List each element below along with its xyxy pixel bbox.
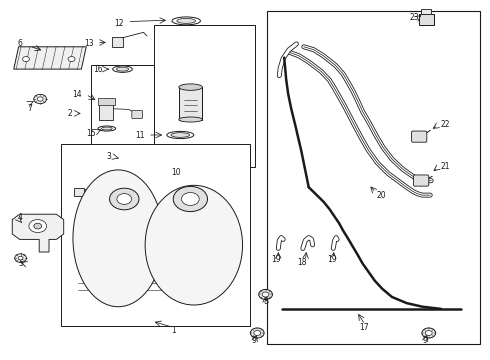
- Ellipse shape: [171, 132, 190, 137]
- Text: 1: 1: [172, 326, 176, 335]
- Circle shape: [259, 289, 272, 300]
- Text: 17: 17: [359, 323, 368, 332]
- Text: 20: 20: [376, 191, 386, 199]
- Circle shape: [425, 330, 432, 336]
- Circle shape: [15, 254, 26, 262]
- Bar: [419, 14, 434, 25]
- Text: 19: 19: [327, 256, 337, 264]
- Text: 6: 6: [17, 40, 22, 49]
- Bar: [421, 9, 431, 14]
- Ellipse shape: [172, 17, 200, 25]
- Ellipse shape: [73, 170, 163, 307]
- Circle shape: [422, 328, 436, 338]
- Text: 15: 15: [86, 129, 96, 138]
- Bar: [179, 87, 202, 120]
- Ellipse shape: [101, 127, 112, 130]
- Text: 2: 2: [68, 109, 73, 118]
- Circle shape: [23, 57, 29, 62]
- Ellipse shape: [177, 18, 196, 23]
- Polygon shape: [12, 214, 64, 252]
- Circle shape: [173, 186, 208, 212]
- Text: 9: 9: [423, 336, 428, 345]
- Text: 4: 4: [17, 213, 22, 222]
- Bar: [112, 37, 122, 47]
- Circle shape: [117, 194, 132, 204]
- Polygon shape: [14, 47, 86, 69]
- Ellipse shape: [179, 84, 202, 90]
- Text: 7: 7: [27, 104, 32, 112]
- Text: 19: 19: [271, 256, 281, 264]
- Text: 16: 16: [93, 65, 103, 74]
- Text: 21: 21: [440, 162, 449, 171]
- Circle shape: [110, 188, 139, 210]
- Circle shape: [262, 292, 269, 297]
- Circle shape: [34, 94, 47, 104]
- Ellipse shape: [98, 126, 116, 131]
- Bar: [99, 102, 113, 120]
- Text: 22: 22: [440, 120, 449, 129]
- Bar: [74, 188, 84, 195]
- Circle shape: [250, 328, 264, 338]
- Text: 23: 23: [409, 13, 419, 22]
- Bar: [84, 189, 90, 194]
- Text: 12: 12: [114, 19, 123, 28]
- Bar: [98, 98, 115, 105]
- FancyBboxPatch shape: [132, 111, 143, 118]
- Ellipse shape: [145, 185, 243, 305]
- Text: 11: 11: [136, 130, 145, 139]
- Text: 5: 5: [19, 259, 24, 268]
- Circle shape: [34, 223, 42, 229]
- Circle shape: [29, 220, 47, 233]
- FancyBboxPatch shape: [412, 131, 427, 142]
- Bar: [154, 25, 255, 167]
- Text: 8: 8: [263, 297, 268, 306]
- Bar: [91, 65, 154, 160]
- Circle shape: [181, 193, 199, 206]
- Ellipse shape: [117, 67, 128, 71]
- Bar: [61, 144, 250, 326]
- Ellipse shape: [167, 131, 194, 139]
- Text: 3: 3: [107, 152, 112, 161]
- Text: 10: 10: [172, 168, 181, 177]
- Bar: [267, 11, 480, 344]
- Circle shape: [37, 97, 43, 101]
- Text: 13: 13: [84, 40, 94, 49]
- Text: 9: 9: [251, 336, 256, 345]
- Text: 14: 14: [73, 90, 82, 99]
- Text: 18: 18: [297, 258, 307, 267]
- Ellipse shape: [179, 117, 202, 122]
- FancyBboxPatch shape: [414, 175, 429, 186]
- Circle shape: [254, 330, 261, 336]
- Ellipse shape: [113, 66, 132, 72]
- Circle shape: [18, 256, 23, 260]
- Circle shape: [68, 57, 75, 62]
